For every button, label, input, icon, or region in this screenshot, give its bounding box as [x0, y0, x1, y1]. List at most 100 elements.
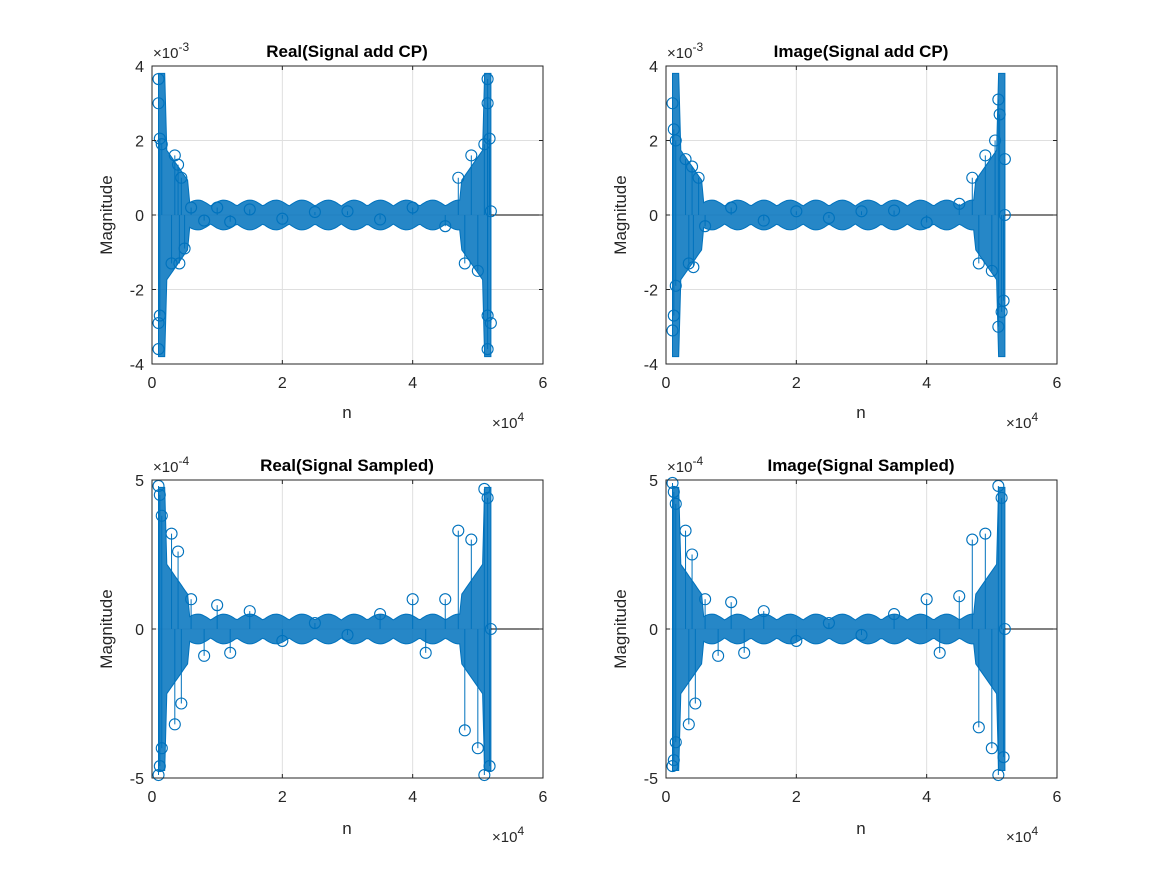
data-point — [483, 132, 496, 145]
data-point — [155, 138, 168, 151]
data-point — [985, 742, 998, 755]
data-point — [692, 171, 705, 184]
data-point — [341, 205, 354, 218]
y-tick-label: 0 — [649, 622, 658, 639]
data-point — [175, 171, 188, 184]
data-point — [439, 220, 452, 233]
data-point — [888, 608, 901, 621]
data-point — [790, 634, 803, 647]
x-axis-label: n — [342, 403, 351, 422]
data-point — [972, 257, 985, 270]
data-point — [341, 628, 354, 642]
y-tick-label: 5 — [135, 473, 144, 490]
data-point — [686, 548, 699, 561]
data-point — [152, 768, 165, 782]
x-tick-label: 2 — [792, 375, 801, 392]
y-tick-label: 5 — [649, 473, 658, 490]
data-point — [243, 605, 256, 618]
data-point — [153, 309, 166, 322]
y-axis-label: Magnitude — [97, 175, 116, 254]
x-tick-label: 0 — [148, 375, 157, 392]
data-markers — [666, 476, 1011, 782]
x-tick-label: 0 — [148, 789, 157, 806]
data-point — [682, 718, 695, 731]
data-point — [985, 264, 998, 277]
data-point — [738, 646, 751, 659]
data-point — [667, 485, 680, 498]
data-point — [211, 599, 224, 612]
y-axis-label: Magnitude — [611, 589, 630, 668]
data-point — [452, 171, 465, 184]
chart-title: Image(Signal add CP) — [774, 42, 949, 61]
data-point — [992, 768, 1005, 782]
data-point — [155, 509, 168, 522]
x-exponent-label: ×104 — [492, 410, 524, 432]
data-point — [483, 760, 496, 773]
axes: 0 2 4 6-505 — [130, 473, 548, 806]
x-tick-label: 6 — [539, 375, 548, 392]
y-tick-label: 4 — [649, 59, 658, 76]
subplot-image-signal-sampled: Image(Signal Sampled) n Magnitude ×10-4 … — [611, 454, 1062, 846]
signal-envelope-fill — [158, 72, 492, 358]
y-tick-label: 0 — [649, 208, 658, 225]
data-point — [478, 768, 491, 782]
data-point — [920, 593, 933, 606]
data-point — [920, 216, 933, 229]
data-point — [679, 153, 692, 166]
data-point — [165, 527, 178, 540]
data-point — [992, 93, 1005, 106]
data-point — [198, 649, 211, 662]
y-exponent-label: ×10-4 — [153, 454, 189, 476]
axes: 0 2 4 6 -4 -2 0 2 4 — [130, 59, 548, 392]
signal-envelope-fill — [672, 486, 1006, 771]
data-point — [155, 742, 168, 755]
x-tick-label: 2 — [278, 375, 287, 392]
data-point — [953, 197, 966, 210]
y-tick-label: -5 — [130, 771, 144, 788]
data-point — [198, 214, 211, 227]
subplot-real-signal-add-cp: Real(Signal add CP) n Magnitude ×10-3 ×1… — [97, 40, 548, 432]
x-tick-label: 4 — [408, 789, 417, 806]
data-point — [669, 497, 682, 510]
chart-title: Real(Signal add CP) — [266, 42, 428, 61]
y-axis-label: Magnitude — [97, 589, 116, 668]
chart-title: Real(Signal Sampled) — [260, 456, 434, 475]
data-point — [481, 97, 494, 110]
data-point — [458, 724, 471, 737]
data-point — [484, 205, 497, 218]
data-point — [712, 649, 725, 662]
data-point — [185, 593, 198, 606]
data-point — [933, 646, 946, 659]
data-point — [992, 320, 1005, 333]
data-point — [699, 593, 712, 606]
data-point — [855, 628, 868, 642]
data-point — [165, 257, 178, 270]
data-point — [374, 608, 387, 621]
data-point — [682, 257, 695, 270]
data-point — [484, 316, 497, 330]
data-point — [172, 158, 185, 171]
y-tick-label: -4 — [644, 357, 658, 374]
data-point — [725, 201, 738, 214]
data-point — [757, 605, 770, 618]
data-point — [276, 634, 289, 647]
data-markers — [152, 72, 497, 356]
y-tick-label: 2 — [649, 134, 658, 151]
data-point — [725, 596, 738, 609]
data-point — [406, 593, 419, 606]
x-tick-label: 4 — [408, 375, 417, 392]
data-point — [888, 204, 901, 217]
y-exponent-label: ×10-4 — [667, 454, 703, 476]
x-tick-label: 6 — [539, 789, 548, 806]
data-point — [822, 616, 835, 630]
data-point — [998, 622, 1011, 636]
x-tick-label: 0 — [662, 789, 671, 806]
signal-envelope — [158, 72, 543, 358]
data-point — [224, 215, 237, 228]
x-tick-label: 2 — [792, 789, 801, 806]
y-tick-label: -5 — [644, 771, 658, 788]
x-axis-label: n — [342, 819, 351, 838]
data-point — [979, 149, 992, 162]
y-axis-label: Magnitude — [611, 175, 630, 254]
